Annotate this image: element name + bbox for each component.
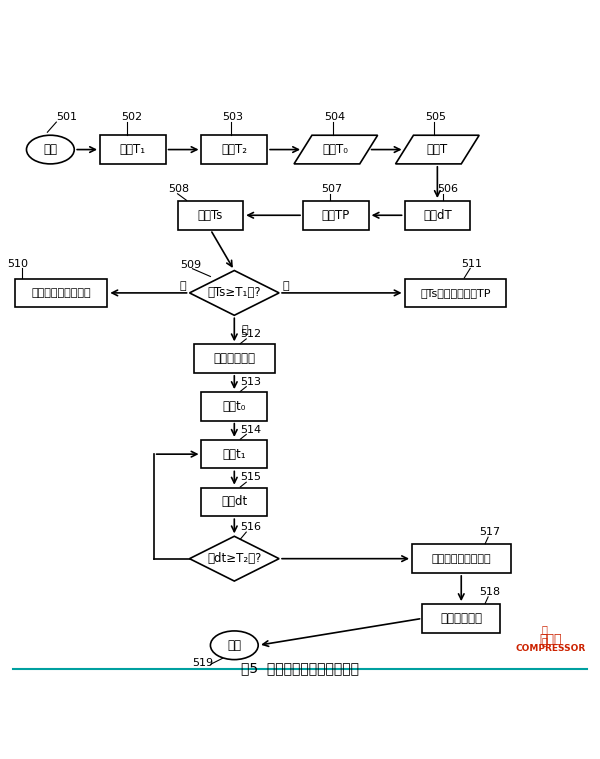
Text: 检测T: 检测T xyxy=(427,143,448,156)
Text: 开始: 开始 xyxy=(43,143,58,156)
Text: 502: 502 xyxy=(121,112,142,122)
Text: 是Ts≥T₁吗?: 是Ts≥T₁吗? xyxy=(208,286,261,299)
Text: 设定T₁: 设定T₁ xyxy=(120,143,146,156)
Text: 517: 517 xyxy=(479,528,500,537)
Text: 是dt≥T₂吗?: 是dt≥T₂吗? xyxy=(207,552,262,565)
Text: 是: 是 xyxy=(241,325,248,335)
Text: 终止: 终止 xyxy=(227,639,241,652)
Text: 调取TP: 调取TP xyxy=(322,209,350,222)
Text: 将Ts保存并覆盖原TP: 将Ts保存并覆盖原TP xyxy=(420,288,491,298)
Text: 计算Ts: 计算Ts xyxy=(198,209,223,222)
Text: 505: 505 xyxy=(425,112,446,122)
Text: 计算dt: 计算dt xyxy=(221,496,247,509)
Text: 检测t₀: 检测t₀ xyxy=(223,400,246,413)
Text: 初始化存储器: 初始化存储器 xyxy=(440,612,482,625)
Text: 508: 508 xyxy=(169,184,190,194)
Text: 509: 509 xyxy=(181,260,202,269)
Text: 501: 501 xyxy=(56,112,77,122)
Text: COMPRESSOR: COMPRESSOR xyxy=(516,644,586,653)
Text: 515: 515 xyxy=(240,472,261,483)
Text: 是: 是 xyxy=(180,281,187,291)
Text: 506: 506 xyxy=(437,184,458,194)
Text: 设定T₂: 设定T₂ xyxy=(221,143,247,156)
Text: 516: 516 xyxy=(240,522,261,532)
Text: 504: 504 xyxy=(324,112,345,122)
Text: 否: 否 xyxy=(282,281,289,291)
Text: 514: 514 xyxy=(240,424,262,435)
Text: 检测T₀: 检测T₀ xyxy=(323,143,349,156)
Text: 503: 503 xyxy=(223,112,244,122)
Text: 510: 510 xyxy=(7,259,28,269)
Text: 图5  智能单元具体工作流程图: 图5 智能单元具体工作流程图 xyxy=(241,661,359,675)
Text: 杂
志: 杂 志 xyxy=(542,625,548,646)
Text: 压缩机: 压缩机 xyxy=(539,633,562,646)
Text: 关闭电磁阀排污结束: 关闭电磁阀排污结束 xyxy=(431,553,491,564)
Text: 512: 512 xyxy=(240,329,262,339)
Text: 接通延时电路: 接通延时电路 xyxy=(214,352,256,365)
Text: 507: 507 xyxy=(321,184,342,194)
Text: 511: 511 xyxy=(461,259,482,269)
Text: 计算dT: 计算dT xyxy=(423,209,452,222)
Text: 513: 513 xyxy=(240,377,261,387)
Text: 开启电磁阀开始排污: 开启电磁阀开始排污 xyxy=(31,288,91,298)
Text: 519: 519 xyxy=(193,657,214,668)
Text: 518: 518 xyxy=(479,587,500,597)
Text: 检测t₁: 检测t₁ xyxy=(223,448,246,461)
